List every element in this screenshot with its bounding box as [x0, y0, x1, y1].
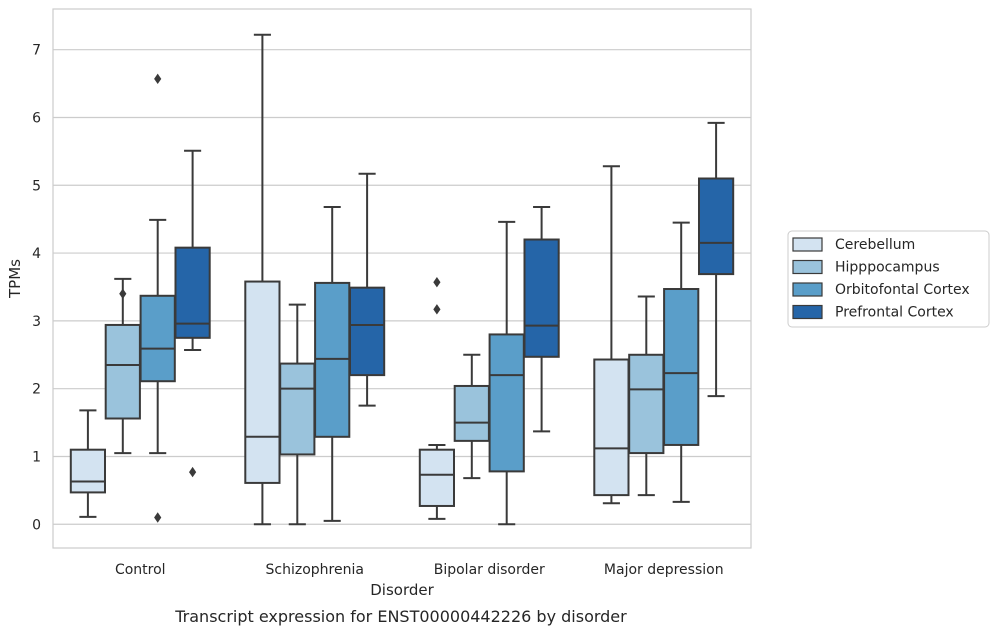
box-iqr: [139, 294, 176, 383]
box-iqr: [418, 448, 456, 507]
y-axis-label: TPMs: [6, 259, 24, 299]
outlier-point: [433, 277, 441, 288]
box-1-1: [279, 303, 316, 526]
box-iqr: [488, 333, 525, 473]
y-tick-label: 0: [32, 517, 41, 533]
box-3-0: [593, 165, 630, 505]
legend-swatch: [792, 237, 823, 252]
legend-swatch: [792, 282, 823, 297]
box-2-1: [453, 353, 490, 480]
legend-label: Prefrontal Cortex: [835, 305, 954, 321]
legend: Cerebellum Hipppocampus Orbitofontal Corte…: [787, 230, 990, 328]
legend-swatch: [792, 259, 823, 275]
box-1-3: [348, 172, 386, 407]
legend-label: Hipppocampus: [835, 260, 940, 276]
box-iqr: [279, 362, 316, 456]
box-0-0: [69, 409, 107, 518]
x-tick-label: Major depression: [604, 562, 724, 578]
y-tick-label: 7: [32, 43, 41, 59]
x-tick-label: Schizophrenia: [266, 562, 364, 578]
x-tick-label: Bipolar disorder: [434, 562, 545, 578]
outlier-point: [154, 512, 162, 523]
box-iqr: [104, 323, 141, 420]
box-3-3: [697, 121, 735, 398]
y-tick-label: 5: [32, 178, 41, 194]
box-0-3: [174, 149, 211, 478]
box-iqr: [244, 280, 281, 484]
outlier-point: [154, 73, 162, 85]
box-2-2: [488, 220, 525, 526]
box-iqr: [314, 281, 351, 438]
x-axis-label: Disorder: [370, 581, 434, 599]
box-iqr: [593, 358, 630, 497]
box-3-2: [663, 221, 700, 503]
y-tick-label: 4: [32, 246, 41, 262]
box-1-2: [314, 205, 351, 522]
box-iqr: [628, 353, 665, 455]
boxes: [69, 33, 735, 526]
outlier-point: [189, 466, 197, 478]
legend-label: Cerebellum: [835, 237, 915, 253]
y-tick-label: 6: [32, 110, 41, 126]
outlier-point: [433, 304, 441, 315]
x-tick-label: Control: [115, 562, 166, 578]
legend-label: Orbitofontal Cortex: [835, 282, 970, 298]
box-2-0: [418, 277, 456, 520]
plot-area-frame: [52, 8, 752, 549]
legend-frame: [787, 230, 990, 328]
box-0-1: [104, 277, 141, 455]
outlier-point: [119, 288, 127, 299]
x-axis-ticks: Control Schizophrenia Bipolar disorder Majo…: [115, 562, 724, 578]
box-0-2: [139, 73, 176, 523]
box-3-1: [628, 295, 665, 497]
y-tick-label: 1: [32, 449, 41, 465]
box-iqr: [697, 177, 735, 276]
box-iqr: [663, 288, 700, 446]
y-tick-label: 2: [32, 382, 41, 398]
box-iqr: [453, 384, 490, 442]
y-axis-ticks: 0 1 2 3 4 5 6 7: [32, 43, 41, 534]
box-iqr: [348, 286, 386, 377]
box-iqr: [523, 238, 560, 358]
y-tick-label: 3: [32, 314, 41, 330]
box-2-3: [523, 205, 560, 433]
box-iqr: [69, 448, 107, 494]
box-1-0: [244, 33, 281, 526]
legend-swatch: [792, 304, 823, 320]
chart-caption: Transcript expression for ENST0000044222…: [174, 607, 627, 626]
